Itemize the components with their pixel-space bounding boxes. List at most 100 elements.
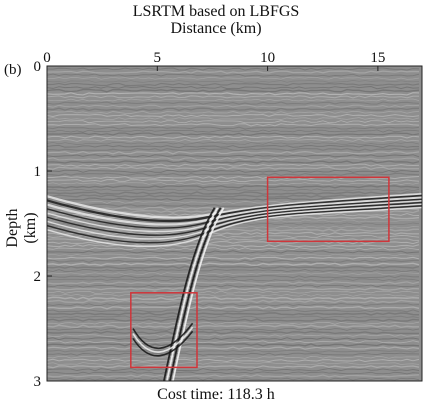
reflector-line	[47, 259, 420, 263]
reflector-line	[47, 377, 420, 381]
reflector-line	[47, 228, 420, 232]
strong-reflector	[47, 206, 422, 248]
reflector-line	[47, 215, 420, 220]
reflector-line	[47, 182, 420, 186]
fault-reflector	[163, 207, 216, 381]
reflector-line	[47, 324, 420, 329]
reflector-line	[47, 172, 420, 177]
panel-label: (b)	[4, 62, 22, 78]
reflector-line	[47, 120, 420, 124]
reflector-line	[47, 194, 420, 198]
reflector-line	[47, 231, 419, 236]
strong-reflector	[47, 194, 422, 223]
reflector-line	[47, 188, 420, 192]
reflector-line	[47, 185, 420, 189]
reflector-line	[47, 343, 420, 347]
reflector-line	[47, 364, 420, 369]
strong-reflector	[47, 193, 422, 219]
reflector-line	[47, 76, 420, 80]
reflector-line	[47, 126, 420, 130]
reflector-line	[47, 299, 420, 304]
reflector-line	[47, 309, 420, 313]
reflector-line	[47, 256, 420, 260]
reflector-line	[47, 240, 420, 245]
y-tick-label: 1	[34, 164, 42, 180]
fault-reflector	[172, 207, 225, 381]
strong-reflector	[47, 201, 422, 236]
highlight-box-lower	[130, 292, 198, 369]
fault-reflector	[166, 207, 219, 381]
reflector-line	[47, 349, 420, 353]
y-tick-label: 3	[34, 374, 42, 390]
x-axis: 0 5 10 15	[43, 50, 385, 71]
reflector-line	[47, 141, 420, 145]
y-axis: 0 1 2 3	[34, 59, 52, 390]
reflector-line	[47, 290, 420, 294]
reflector-line	[47, 346, 420, 350]
reflector-line	[47, 368, 420, 372]
reflector-line	[47, 163, 420, 167]
lower-event	[132, 326, 194, 353]
reflector-line	[47, 191, 420, 195]
reflector-line	[47, 110, 420, 114]
reflector-line	[47, 86, 420, 90]
reflector-line	[47, 129, 420, 133]
y-tick-label: 0	[34, 59, 42, 75]
reflector-line	[47, 113, 420, 118]
reflector-line	[47, 250, 420, 254]
highlight-box-upper	[266, 176, 390, 243]
reflector-line	[47, 104, 420, 108]
reflector-line	[47, 327, 420, 331]
reflector-line	[47, 334, 420, 338]
reflector-line	[47, 179, 420, 183]
reflector-line	[47, 315, 420, 319]
x-tick-label: 10	[260, 50, 275, 66]
reflector-line	[47, 101, 420, 105]
reflector-line	[47, 73, 420, 77]
reflector-line	[47, 117, 420, 121]
reflector-line	[47, 278, 420, 282]
reflector-line	[47, 95, 419, 99]
reflector-line	[47, 284, 420, 288]
reflector-line	[47, 234, 420, 238]
reflector-line	[47, 352, 420, 356]
chart-title: LSRTM based on LBFGS	[132, 3, 300, 20]
cost-time-label: Cost time: 118.3 h	[157, 386, 275, 403]
reflector-line	[47, 70, 420, 74]
reflector-line	[47, 132, 420, 136]
reflector-line	[47, 98, 420, 102]
reflector-line	[47, 321, 420, 325]
x-axis-label: Distance (km)	[170, 20, 262, 37]
reflector-line	[47, 281, 420, 285]
reflector-line	[47, 138, 420, 142]
reflector-line	[47, 362, 420, 365]
reflector-line	[47, 247, 420, 251]
reflector-line	[47, 253, 420, 257]
reflector-line	[47, 305, 420, 310]
reflector-line	[47, 169, 420, 173]
reflector-line	[47, 318, 420, 322]
strong-reflector	[47, 196, 422, 226]
reflector-line	[47, 371, 420, 375]
reflector-line	[47, 154, 420, 158]
reflector-line	[47, 123, 420, 127]
reflector-line	[47, 330, 419, 335]
reflector-line	[47, 374, 420, 378]
fault-reflector	[169, 207, 222, 381]
reflector-line	[47, 287, 420, 291]
reflector-line	[47, 88, 420, 93]
reflector-line	[47, 358, 420, 362]
x-tick-label: 15	[370, 50, 385, 66]
reflector-line	[47, 135, 420, 139]
reflector-line	[47, 296, 420, 301]
seismic-reflectors	[47, 67, 422, 381]
x-tick-label: 0	[43, 50, 51, 66]
reflector-line	[47, 107, 420, 112]
reflector-line	[47, 80, 420, 83]
reflector-line	[47, 337, 420, 341]
reflector-line	[47, 355, 420, 359]
reflector-line	[47, 160, 420, 164]
reflector-line	[47, 82, 420, 87]
reflector-line	[47, 312, 420, 316]
